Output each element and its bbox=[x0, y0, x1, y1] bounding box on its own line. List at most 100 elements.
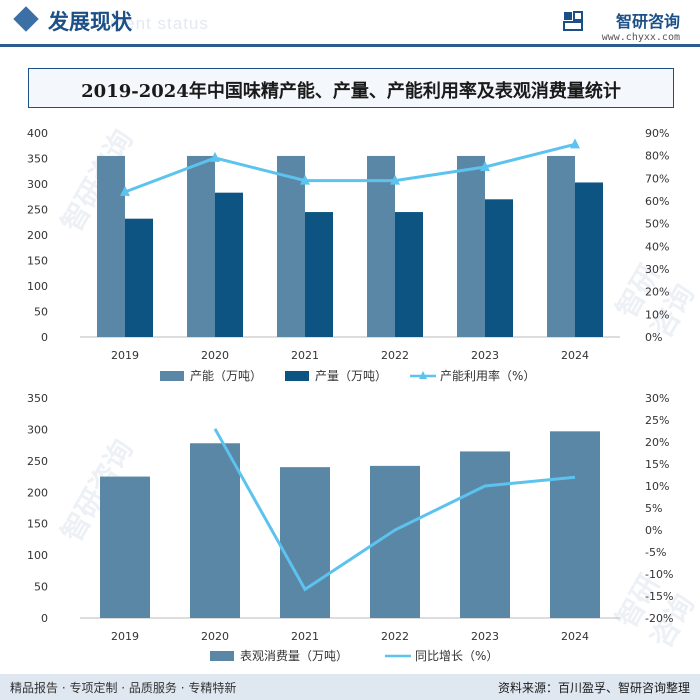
x-tick-label: 2023 bbox=[471, 630, 499, 643]
x-tick-label: 2022 bbox=[381, 630, 409, 643]
y-right-tick-label: 90% bbox=[645, 127, 669, 140]
x-tick-label: 2023 bbox=[471, 349, 499, 362]
x-tick-label: 2021 bbox=[291, 630, 319, 643]
x-tick-label: 2024 bbox=[561, 349, 589, 362]
y-right-tick-label: 30% bbox=[645, 392, 669, 405]
brand-url[interactable]: www.chyxx.com bbox=[601, 32, 680, 43]
y-right-tick-label: -20% bbox=[645, 612, 673, 625]
x-tick-label: 2019 bbox=[111, 349, 139, 362]
footer-tagline: 精品报告 · 专项定制 · 品质服务 · 专精特新 bbox=[10, 681, 237, 695]
y-right-tick-label: 0% bbox=[645, 524, 662, 537]
brand-name: 智研咨询 bbox=[615, 12, 680, 31]
x-tick-label: 2020 bbox=[201, 349, 229, 362]
chart-title: 2019-2024年中国味精产能、产量、产能利用率及表观消费量统计 bbox=[81, 81, 621, 102]
chart-title-box: 2019-2024年中国味精产能、产量、产能利用率及表观消费量统计 bbox=[28, 68, 674, 108]
y-right-tick-label: 50% bbox=[645, 218, 669, 231]
y-left-tick-label: 100 bbox=[27, 280, 48, 293]
series-line bbox=[124, 142, 576, 194]
y-left-tick-label: 100 bbox=[27, 549, 48, 562]
header: ment status 发展现状 智研咨询 www.chyxx.com bbox=[0, 0, 700, 44]
legend-label: 产量（万吨） bbox=[315, 369, 387, 383]
chart-apparent-consumption: 0 50 100 150 200 250 300 350 -20% -15% -10% -5% 0% 5%… bbox=[27, 392, 673, 663]
y-right-tick-label: 10% bbox=[645, 480, 669, 493]
bar-secondary bbox=[125, 218, 153, 337]
y-left-tick-label: 200 bbox=[27, 486, 48, 499]
y-right-tick-label: 25% bbox=[645, 414, 669, 427]
bar-primary bbox=[367, 155, 395, 337]
header-divider bbox=[0, 44, 700, 47]
y-right-tick-label: 0% bbox=[645, 331, 662, 344]
y-right-tick-label: 30% bbox=[645, 263, 669, 276]
bar-primary bbox=[460, 451, 510, 618]
y-left-tick-label: 0 bbox=[41, 331, 48, 344]
y-right-tick-label: -10% bbox=[645, 568, 673, 581]
y-right-tick-label: 20% bbox=[645, 286, 669, 299]
bar-primary bbox=[457, 155, 485, 337]
y-left-tick-label: 150 bbox=[27, 518, 48, 531]
y-left-tick-label: 250 bbox=[27, 204, 48, 217]
y-right-tick-label: 80% bbox=[645, 150, 669, 163]
bar-secondary bbox=[305, 212, 333, 337]
line-point-marker bbox=[390, 174, 400, 185]
legend-swatch bbox=[160, 371, 184, 381]
line-point-marker bbox=[120, 185, 130, 196]
x-tick-label: 2019 bbox=[111, 630, 139, 643]
bar-primary bbox=[547, 155, 575, 337]
legend-swatch bbox=[285, 371, 309, 381]
bar-secondary bbox=[485, 199, 513, 337]
y-right-tick-label: 15% bbox=[645, 458, 669, 471]
brand[interactable]: 智研咨询 www.chyxx.com bbox=[540, 8, 680, 44]
header-diamond-icon bbox=[13, 6, 39, 32]
bar-primary bbox=[97, 155, 125, 337]
y-left-tick-label: 350 bbox=[27, 392, 48, 405]
bar-primary bbox=[277, 155, 305, 337]
page-title: 发展现状 bbox=[48, 10, 132, 34]
legend-label: 同比增长（%） bbox=[415, 649, 498, 663]
y-right-tick-label: -15% bbox=[645, 590, 673, 603]
series-line bbox=[213, 428, 576, 592]
chart-capacity-output: 0 50 100 150 200 250 300 350 400 0% 10% 20% 30% 40% 50… bbox=[27, 127, 669, 383]
y-right-tick-label: -5% bbox=[645, 546, 666, 559]
legend-label: 产能（万吨） bbox=[190, 369, 262, 383]
y-left-tick-label: 50 bbox=[34, 581, 48, 594]
x-tick-label: 2024 bbox=[561, 630, 589, 643]
line-point-marker bbox=[480, 161, 490, 171]
header-subtitle: ment status bbox=[110, 14, 209, 33]
bar-primary bbox=[187, 155, 215, 337]
y-right-tick-label: 40% bbox=[645, 240, 669, 253]
y-left-tick-label: 350 bbox=[27, 153, 48, 166]
y-left-tick-label: 150 bbox=[27, 255, 48, 268]
y-left-tick-label: 250 bbox=[27, 455, 48, 468]
line-point-marker bbox=[570, 138, 580, 149]
x-tick-label: 2020 bbox=[201, 630, 229, 643]
bar-primary bbox=[100, 476, 150, 618]
line-point-marker bbox=[300, 174, 310, 185]
y-left-tick-label: 300 bbox=[27, 178, 48, 191]
bar-secondary bbox=[215, 192, 243, 337]
bar-primary bbox=[280, 467, 330, 618]
x-tick-label: 2022 bbox=[381, 349, 409, 362]
line-point-marker bbox=[210, 151, 220, 162]
y-right-tick-label: 5% bbox=[645, 502, 662, 515]
legend-label: 表观消费量（万吨） bbox=[240, 649, 348, 663]
y-right-tick-label: 70% bbox=[645, 172, 669, 185]
brand-logo-icon bbox=[563, 11, 583, 31]
y-left-tick-label: 200 bbox=[27, 229, 48, 242]
legend-swatch bbox=[210, 651, 234, 661]
x-tick-label: 2021 bbox=[291, 349, 319, 362]
legend-marker bbox=[419, 371, 427, 379]
legend-label: 产能利用率（%） bbox=[440, 368, 535, 383]
y-left-tick-label: 0 bbox=[41, 612, 48, 625]
y-right-tick-label: 10% bbox=[645, 308, 669, 321]
footer: 精品报告 · 专项定制 · 品质服务 · 专精特新 资料来源：百川盈孚、智研咨询… bbox=[0, 674, 700, 700]
y-right-tick-label: 20% bbox=[645, 436, 669, 449]
bar-primary bbox=[190, 443, 240, 618]
y-left-tick-label: 50 bbox=[34, 306, 48, 319]
footer-source: 资料来源：百川盈孚、智研咨询整理 bbox=[497, 681, 690, 695]
bar-secondary bbox=[395, 212, 423, 337]
bar-primary bbox=[550, 431, 600, 618]
bar-secondary bbox=[575, 182, 603, 337]
y-left-tick-label: 300 bbox=[27, 423, 48, 436]
y-left-tick-label: 400 bbox=[27, 127, 48, 140]
y-right-tick-label: 60% bbox=[645, 195, 669, 208]
